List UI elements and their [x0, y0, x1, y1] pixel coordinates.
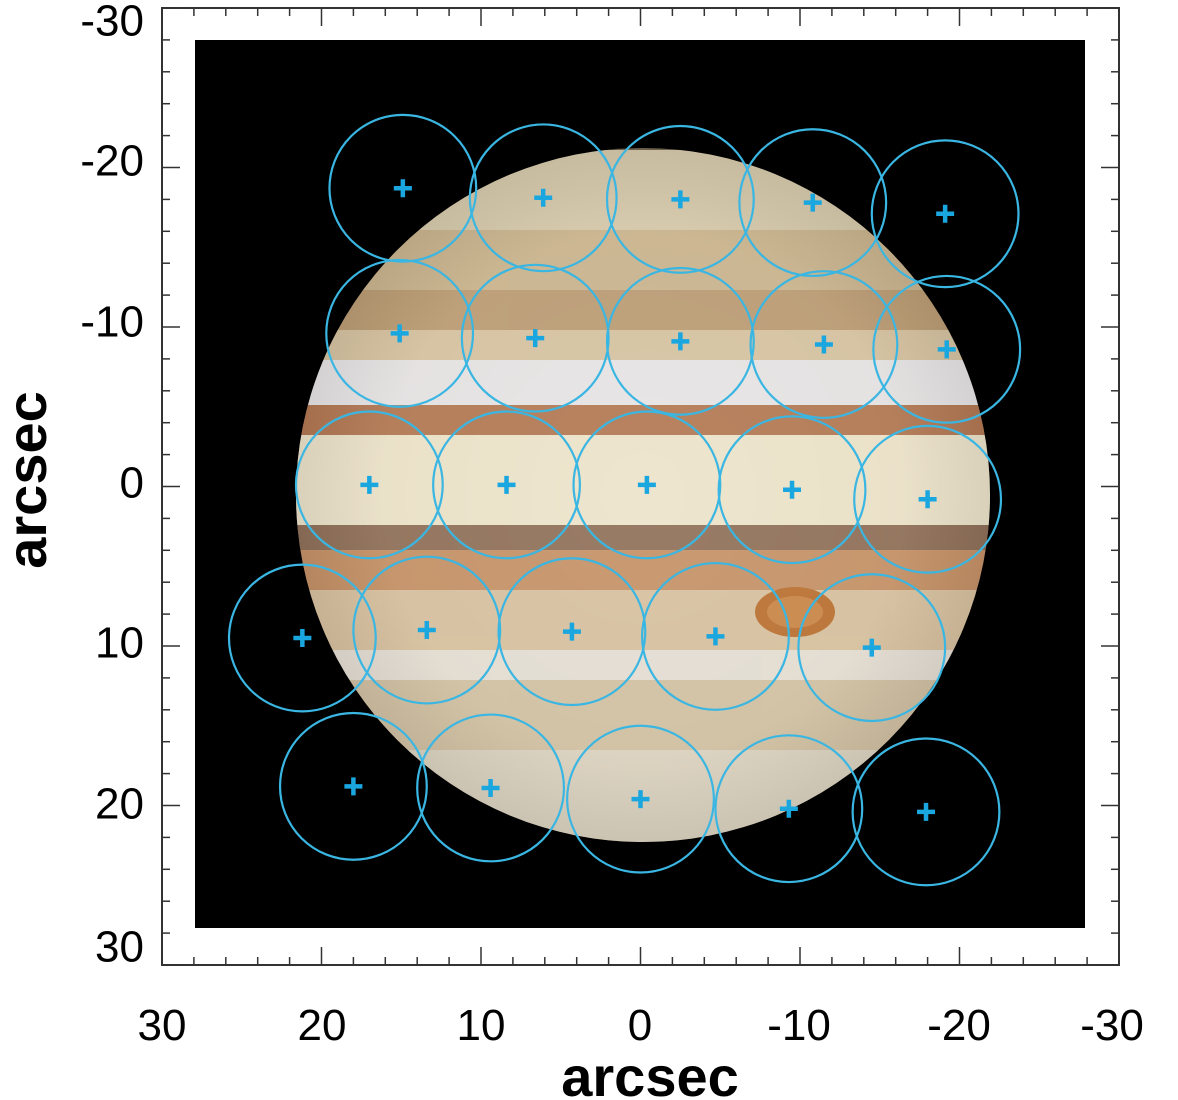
beam-centers: [293, 179, 956, 821]
beam-circle: [416, 713, 566, 863]
y-tick-labels: -30 -20 -10 0 10 20 30: [80, 0, 144, 972]
beam-center-marker: [293, 629, 312, 648]
beam-center-marker: [814, 335, 833, 354]
beam-circle: [227, 563, 377, 713]
beam-circle: [566, 724, 715, 874]
beam-center-marker: [562, 622, 581, 641]
axis-ticks: [161, 7, 1120, 966]
beam-circle: [870, 139, 1020, 289]
beam-center-marker: [417, 621, 436, 640]
x-tick-label: -10: [767, 1001, 831, 1050]
beam-center-marker: [936, 204, 955, 223]
y-tick-label: -10: [80, 298, 144, 347]
beam-circle: [328, 113, 478, 263]
beam-circle: [352, 555, 502, 705]
x-tick-label: 10: [457, 1001, 506, 1050]
beam-center-marker: [497, 475, 516, 494]
beam-center-marker: [637, 475, 656, 494]
beam-center-marker: [671, 332, 690, 351]
beam-circle: [325, 258, 475, 408]
beam-center-marker: [526, 329, 545, 348]
x-tick-label: 0: [628, 1001, 652, 1050]
beam-center-marker: [862, 638, 881, 657]
x-axis-title: arcsec: [561, 1045, 739, 1100]
beam-center-marker: [631, 790, 650, 809]
beam-center-marker: [918, 490, 937, 509]
beam-circle: [872, 274, 1022, 424]
beam-center-marker: [783, 480, 802, 499]
beam-circle: [497, 557, 647, 707]
y-axis-title: arcsec: [0, 391, 58, 569]
beam-circle: [460, 263, 610, 413]
y-tick-label: -20: [80, 137, 144, 186]
y-tick-label: 10: [95, 619, 144, 668]
x-tick-label: 30: [138, 1001, 187, 1050]
x-tick-label: 20: [298, 1001, 347, 1050]
beam-center-marker: [344, 777, 363, 796]
y-tick-label: 0: [120, 459, 144, 508]
beam-circle: [278, 711, 428, 861]
beam-circle: [640, 561, 790, 711]
beam-circle: [738, 128, 888, 278]
beam-circle: [851, 737, 1001, 887]
beam-circle: [853, 424, 1003, 574]
beam-center-marker: [534, 188, 553, 207]
beam-circle: [294, 410, 444, 560]
beam-circle: [605, 124, 755, 274]
beam-circle: [468, 123, 618, 273]
x-tick-labels: 30 20 10 0 -10 -20 -30: [138, 1001, 1144, 1050]
beam-circles: [227, 113, 1022, 887]
beam-circle: [717, 415, 867, 565]
beam-center-marker: [937, 340, 956, 359]
beam-center-marker: [390, 324, 409, 343]
beam-circle: [432, 410, 581, 560]
beam-center-marker: [779, 799, 798, 818]
x-tick-label: -20: [927, 1001, 991, 1050]
beam-circle: [797, 573, 947, 723]
beam-center-marker: [481, 778, 500, 797]
y-tick-label: 30: [95, 923, 144, 972]
beam-circle: [749, 270, 899, 420]
beam-circle: [572, 410, 722, 560]
y-tick-label: 20: [95, 780, 144, 829]
beam-center-marker: [393, 179, 412, 198]
x-tick-label: -30: [1080, 1001, 1144, 1050]
beam-center-marker: [671, 190, 690, 209]
beam-circle: [714, 734, 864, 884]
beam-center-marker: [360, 475, 379, 494]
beam-center-marker: [803, 193, 822, 212]
beam-center-marker: [706, 627, 725, 646]
beam-circle: [605, 266, 755, 416]
beam-center-marker: [917, 802, 936, 821]
y-tick-label: -30: [80, 0, 144, 46]
